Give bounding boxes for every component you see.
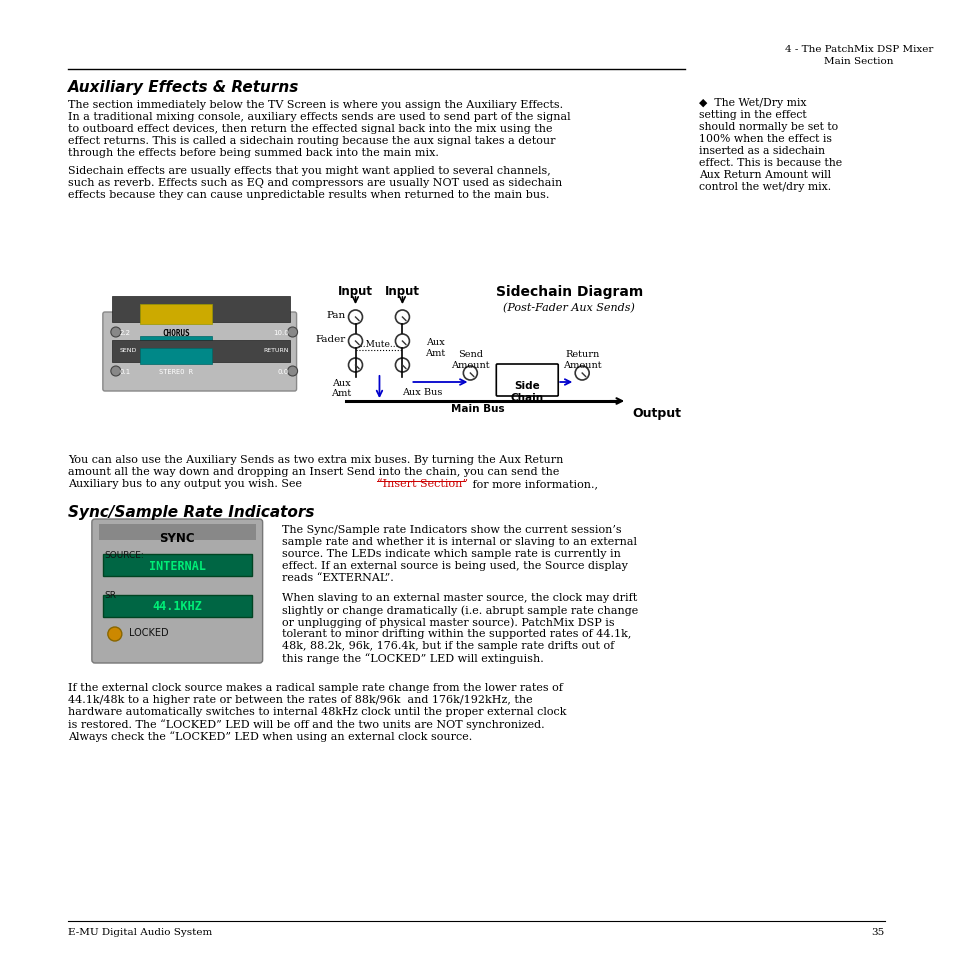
Text: amount all the way down and dropping an Insert Send into the chain, you can send: amount all the way down and dropping an … xyxy=(68,467,558,476)
Text: source. The LEDs indicate which sample rate is currently in: source. The LEDs indicate which sample r… xyxy=(281,548,619,558)
Text: 10.0: 10.0 xyxy=(273,330,289,335)
Text: slightly or change dramatically (i.e. abrupt sample rate change: slightly or change dramatically (i.e. ab… xyxy=(281,604,638,615)
Text: You can also use the Auxiliary Sends as two extra mix buses. By turning the Aux : You can also use the Auxiliary Sends as … xyxy=(68,455,562,464)
Text: hardware automatically switches to internal 48kHz clock until the proper externa: hardware automatically switches to inter… xyxy=(68,706,566,717)
Bar xyxy=(140,305,212,325)
Text: Return
Amount: Return Amount xyxy=(562,350,600,370)
Text: LOCKED: LOCKED xyxy=(129,627,169,638)
Text: CHORUS: CHORUS xyxy=(162,329,190,338)
Text: to outboard effect devices, then return the effected signal back into the mix us: to outboard effect devices, then return … xyxy=(68,124,552,133)
FancyBboxPatch shape xyxy=(103,313,296,392)
Text: 4 - The PatchMix DSP Mixer: 4 - The PatchMix DSP Mixer xyxy=(783,45,932,54)
Text: 0.1: 0.1 xyxy=(120,369,131,375)
Bar xyxy=(112,296,290,323)
Text: setting in the effect: setting in the effect xyxy=(699,110,806,120)
Text: control the wet/dry mix.: control the wet/dry mix. xyxy=(699,182,830,192)
Text: effect. If an external source is being used, the Source display: effect. If an external source is being u… xyxy=(281,560,627,571)
Text: E-MU Digital Audio System: E-MU Digital Audio System xyxy=(68,927,212,936)
Text: inserted as a sidechain: inserted as a sidechain xyxy=(699,146,824,156)
Bar xyxy=(140,349,212,365)
Text: SOURCE:: SOURCE: xyxy=(105,551,145,559)
Text: Aux
Amt: Aux Amt xyxy=(331,378,352,398)
Bar xyxy=(99,524,255,540)
Text: 2.2: 2.2 xyxy=(120,330,131,335)
Circle shape xyxy=(108,627,122,641)
Text: Output: Output xyxy=(632,407,680,419)
Text: effect. This is because the: effect. This is because the xyxy=(699,158,841,168)
Text: Main Bus: Main Bus xyxy=(450,403,503,414)
Circle shape xyxy=(111,367,121,376)
Circle shape xyxy=(287,328,297,337)
Text: tolerant to minor drifting within the supported rates of 44.1k,: tolerant to minor drifting within the su… xyxy=(281,628,630,639)
Text: Sidechain Diagram: Sidechain Diagram xyxy=(495,285,642,298)
Text: SEND: SEND xyxy=(120,348,137,354)
Text: Input: Input xyxy=(337,285,373,297)
Text: Auxiliary Effects & Returns: Auxiliary Effects & Returns xyxy=(68,80,299,95)
Text: SR: SR xyxy=(105,590,116,599)
Text: In a traditional mixing console, auxiliary effects sends are used to send part o: In a traditional mixing console, auxilia… xyxy=(68,112,570,122)
Text: The section immediately below the TV Screen is where you assign the Auxiliary Ef: The section immediately below the TV Scr… xyxy=(68,100,562,110)
Text: should normally be set to: should normally be set to xyxy=(699,122,838,132)
Bar xyxy=(140,336,212,347)
Text: Sync/Sample Rate Indicators: Sync/Sample Rate Indicators xyxy=(68,504,314,519)
Text: 100% when the effect is: 100% when the effect is xyxy=(699,133,831,144)
Text: (Post-Fader Aux Sends): (Post-Fader Aux Sends) xyxy=(503,303,635,313)
Text: or unplugging of physical master source). PatchMix DSP is: or unplugging of physical master source)… xyxy=(281,617,614,627)
Text: Fader: Fader xyxy=(314,335,345,344)
Text: through the effects before being summed back into the main mix.: through the effects before being summed … xyxy=(68,148,438,158)
Text: Sidechain effects are usually effects that you might want applied to several cha: Sidechain effects are usually effects th… xyxy=(68,166,550,175)
Text: reads “EXTERNAL”.: reads “EXTERNAL”. xyxy=(281,573,393,582)
Text: Pan: Pan xyxy=(326,312,345,320)
Text: When slaving to an external master source, the clock may drift: When slaving to an external master sourc… xyxy=(281,593,637,602)
Text: SYNC: SYNC xyxy=(159,532,194,544)
Text: “Insert Section”: “Insert Section” xyxy=(377,478,468,489)
Text: this range the “LOCKED” LED will extinguish.: this range the “LOCKED” LED will extingu… xyxy=(281,652,543,663)
Text: Input: Input xyxy=(384,285,419,297)
Text: Aux
Amt: Aux Amt xyxy=(425,338,445,357)
Text: Side
Chain: Side Chain xyxy=(510,380,543,402)
Text: effect returns. This is called a sidechain routing because the aux signal takes : effect returns. This is called a sidecha… xyxy=(68,136,555,146)
Circle shape xyxy=(111,328,121,337)
Text: INTERNAL: INTERNAL xyxy=(149,558,206,572)
FancyBboxPatch shape xyxy=(496,365,558,396)
Text: ◆  The Wet/Dry mix: ◆ The Wet/Dry mix xyxy=(699,98,805,108)
Circle shape xyxy=(287,367,297,376)
Text: STEREO R: STEREO R xyxy=(158,369,193,375)
Text: effects because they can cause unpredictable results when returned to the main b: effects because they can cause unpredict… xyxy=(68,190,549,200)
Text: Send
Amount: Send Amount xyxy=(451,350,489,370)
Text: Main Section: Main Section xyxy=(823,57,893,66)
Text: 48k, 88.2k, 96k, 176.4k, but if the sample rate drifts out of: 48k, 88.2k, 96k, 176.4k, but if the samp… xyxy=(281,640,613,650)
Text: ...Mute...: ...Mute... xyxy=(356,339,397,349)
FancyBboxPatch shape xyxy=(91,519,262,663)
Text: RETURN: RETURN xyxy=(263,348,289,354)
Text: sample rate and whether it is internal or slaving to an external: sample rate and whether it is internal o… xyxy=(281,537,636,546)
Text: for more information.,: for more information., xyxy=(469,478,598,489)
Text: Always check the “LOCKED” LED when using an external clock source.: Always check the “LOCKED” LED when using… xyxy=(68,730,472,741)
Bar xyxy=(103,555,252,577)
Text: Aux Bus: Aux Bus xyxy=(402,388,442,396)
Text: If the external clock source makes a radical sample rate change from the lower r: If the external clock source makes a rad… xyxy=(68,682,562,692)
Text: Auxiliary bus to any output you wish. See: Auxiliary bus to any output you wish. Se… xyxy=(68,478,305,489)
Bar xyxy=(103,596,252,618)
Text: Aux Return Amount will: Aux Return Amount will xyxy=(699,170,830,180)
Text: 0.0: 0.0 xyxy=(277,369,289,375)
Text: 44.1k/48k to a higher rate or between the rates of 88k/96k  and 176k/192kHz, the: 44.1k/48k to a higher rate or between th… xyxy=(68,695,532,704)
Text: The Sync/Sample rate Indicators show the current session’s: The Sync/Sample rate Indicators show the… xyxy=(281,524,620,535)
Text: is restored. The “LOCKED” LED will be off and the two units are NOT synchronized: is restored. The “LOCKED” LED will be of… xyxy=(68,719,544,729)
Text: 35: 35 xyxy=(871,927,883,936)
Bar xyxy=(112,340,290,363)
Text: 44.1KHZ: 44.1KHZ xyxy=(152,599,202,613)
Text: such as reverb. Effects such as EQ and compressors are usually NOT used as sidec: such as reverb. Effects such as EQ and c… xyxy=(68,178,561,188)
